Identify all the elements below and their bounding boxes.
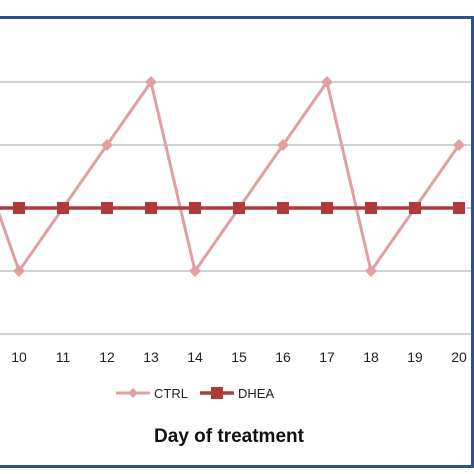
legend-dhea-marker [211, 387, 223, 399]
x-tick-label: 19 [407, 349, 423, 365]
legend-ctrl-label: CTRL [154, 386, 188, 401]
legend-ctrl-marker [128, 388, 138, 398]
data-point-ctrl [321, 76, 333, 88]
x-tick-label: 12 [99, 349, 115, 365]
data-point-dhea [13, 202, 25, 214]
series-layer [0, 76, 465, 277]
x-tick-label: 10 [11, 349, 27, 365]
legend: CTRL DHEA [116, 386, 274, 401]
figure-border-top [0, 16, 474, 19]
data-point-ctrl [277, 139, 289, 151]
x-tick-label: 13 [143, 349, 159, 365]
data-point-ctrl [145, 76, 157, 88]
data-point-dhea [409, 202, 421, 214]
series-line-ctrl [0, 78, 461, 275]
x-tick-label: 16 [275, 349, 291, 365]
data-point-ctrl [189, 265, 201, 277]
x-axis-tick-labels: 10 11 12 13 14 15 16 17 18 19 20 [11, 349, 467, 365]
x-tick-label: 15 [231, 349, 247, 365]
data-point-dhea [321, 202, 333, 214]
x-tick-label: 18 [363, 349, 379, 365]
data-point-dhea [145, 202, 157, 214]
x-axis-title: Day of treatment [154, 426, 305, 447]
figure-border-bottom [0, 465, 474, 468]
figure-border-right [471, 16, 474, 468]
data-point-dhea [277, 202, 289, 214]
data-point-dhea [365, 202, 377, 214]
data-point-dhea [57, 202, 69, 214]
data-point-ctrl [13, 265, 25, 277]
x-tick-label: 20 [451, 349, 467, 365]
data-point-dhea [453, 202, 465, 214]
data-point-ctrl [453, 139, 465, 151]
data-point-dhea [189, 202, 201, 214]
data-point-dhea [101, 202, 113, 214]
x-tick-label: 11 [56, 349, 71, 365]
data-point-ctrl [365, 265, 377, 277]
legend-dhea-label: DHEA [238, 386, 274, 401]
legend-item-dhea: DHEA [200, 386, 274, 401]
data-point-ctrl [101, 139, 113, 151]
data-point-dhea [233, 202, 245, 214]
legend-item-ctrl: CTRL [116, 386, 188, 401]
x-tick-label: 14 [187, 349, 203, 365]
x-tick-label: 17 [319, 349, 335, 365]
